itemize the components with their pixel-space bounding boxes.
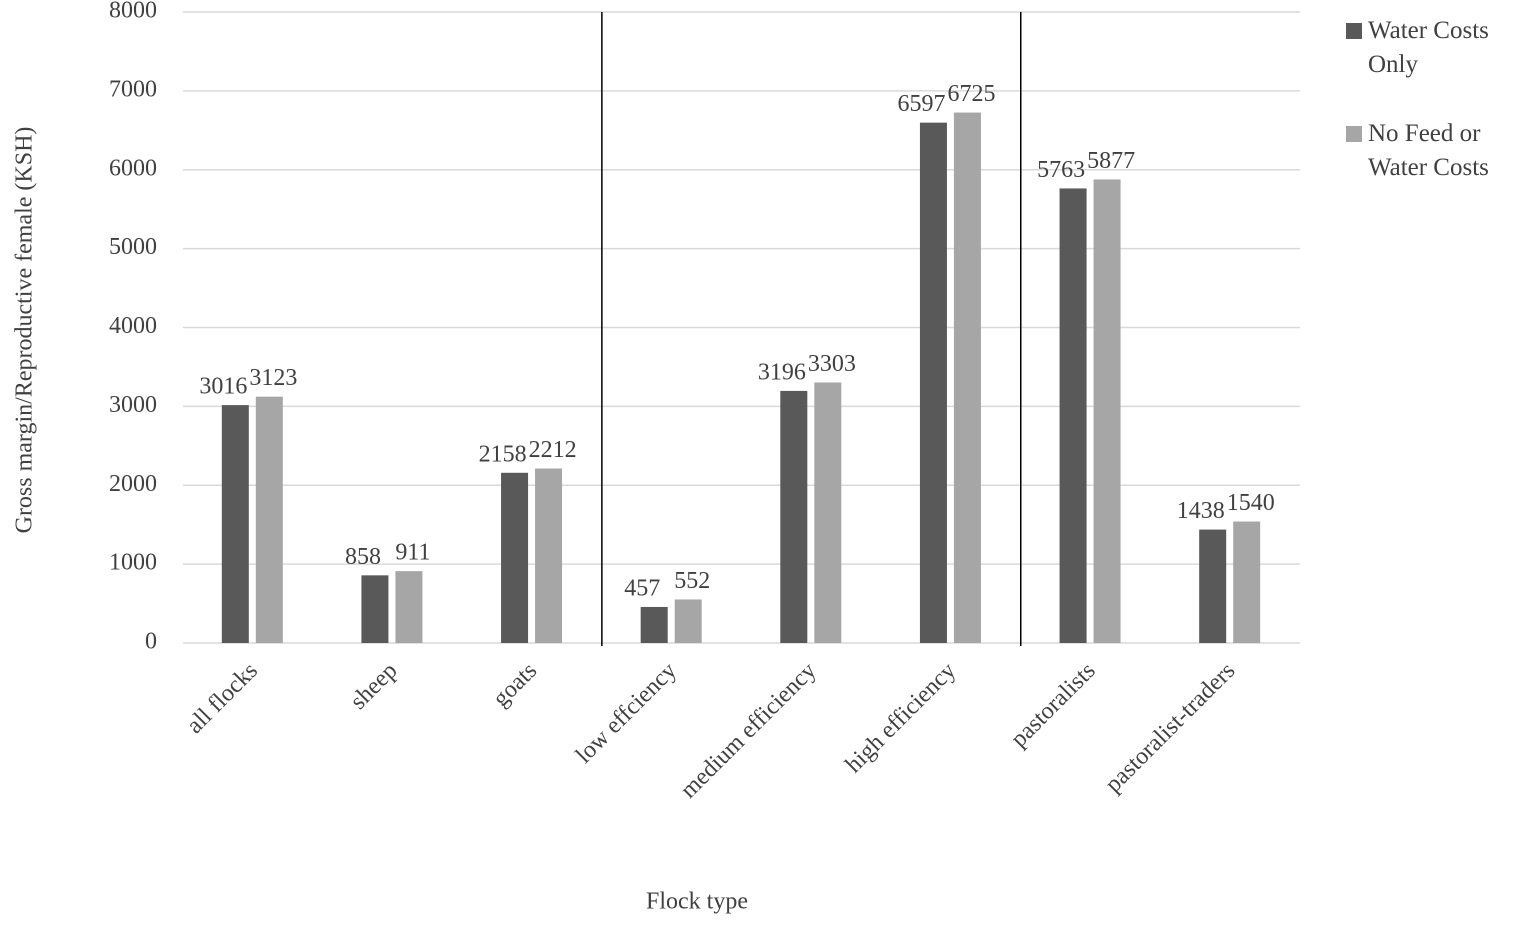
y-tick-label: 6000: [109, 155, 157, 181]
bar: [640, 606, 668, 643]
y-tick-label: 5000: [109, 234, 157, 260]
x-tick-label: goats: [488, 658, 542, 712]
x-tick-label: all flocks: [182, 658, 263, 739]
data-label: 2158: [479, 441, 527, 467]
bar: [1059, 188, 1087, 644]
bar: [395, 571, 423, 643]
data-label: 858: [345, 544, 381, 570]
y-tick-label: 0: [145, 629, 157, 655]
data-label: 3016: [199, 374, 247, 400]
bar: [674, 599, 702, 643]
x-tick-label: pastoralists: [1006, 658, 1101, 753]
data-label: 3303: [808, 351, 856, 377]
x-tick-label: high efficiency: [841, 658, 961, 778]
y-axis-title: Gross margin/Reproductive female (KSH): [12, 127, 38, 534]
y-tick-label: 2000: [109, 471, 157, 497]
data-label: 1540: [1227, 490, 1275, 516]
data-label: 1438: [1177, 498, 1225, 524]
legend-swatch: [1346, 23, 1362, 39]
data-label: 911: [395, 540, 430, 566]
data-label: 3123: [249, 365, 297, 391]
data-label: 552: [674, 568, 710, 594]
y-tick-label: 4000: [109, 313, 157, 339]
x-tick-label: pastoralist-traders: [1100, 658, 1240, 798]
legend-item: Water Costs Only: [1346, 14, 1521, 82]
y-tick-label: 3000: [109, 392, 157, 418]
y-tick-label: 8000: [109, 0, 157, 24]
data-label: 3196: [758, 359, 806, 385]
bar: [1093, 179, 1121, 643]
data-label: 5763: [1037, 157, 1085, 183]
bar: [1199, 529, 1227, 643]
bar: [1233, 521, 1261, 643]
bar: [919, 122, 947, 643]
data-label: 6597: [897, 91, 945, 117]
bar: [501, 472, 529, 643]
legend-swatch: [1346, 126, 1362, 142]
bar: [953, 112, 981, 644]
x-tick-label: medium efficiency: [676, 658, 822, 804]
legend-label: Water Costs Only: [1368, 17, 1489, 78]
bar: [780, 390, 808, 643]
legend-label: No Feed or Water Costs: [1368, 120, 1489, 181]
data-label: 6725: [947, 81, 995, 107]
x-tick-label: sheep: [346, 658, 403, 715]
data-label: 457: [624, 575, 660, 601]
bar: [361, 575, 389, 643]
y-tick-label: 1000: [109, 550, 157, 576]
bar: [814, 382, 842, 643]
x-tick-label: low effciency: [571, 658, 682, 769]
legend-item: No Feed or Water Costs: [1346, 117, 1521, 185]
data-label: 2212: [529, 437, 577, 463]
bar: [255, 396, 283, 643]
data-label: 5877: [1087, 148, 1135, 174]
bar: [535, 468, 563, 643]
bar: [221, 405, 249, 643]
y-tick-label: 7000: [109, 76, 157, 102]
x-axis-title: Flock type: [646, 889, 748, 915]
